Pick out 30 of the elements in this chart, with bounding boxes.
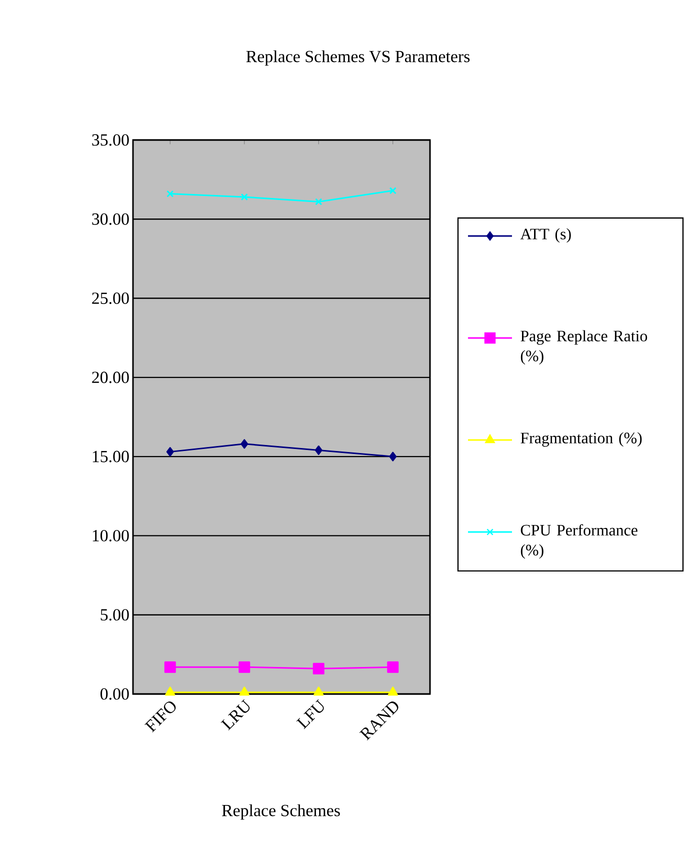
point	[238, 661, 250, 673]
point	[314, 686, 324, 696]
point	[389, 187, 396, 194]
point	[240, 193, 248, 201]
chart-title: Replace Schemes VS Parameters	[246, 50, 470, 66]
legend-label: CPU Performance (%)	[520, 524, 638, 559]
y-tick-label: 25.00	[92, 292, 129, 304]
legend-label: Page Replace Ratio (%)	[520, 330, 648, 365]
y-tick-label: 30.00	[92, 213, 129, 225]
y-tick-label: 10.00	[92, 530, 129, 542]
point	[312, 662, 324, 674]
x-axis-title: Replace Schemes	[222, 804, 340, 820]
y-tick-label: 0.00	[100, 688, 129, 700]
point	[166, 190, 174, 198]
point	[388, 686, 398, 696]
point	[315, 198, 322, 206]
point	[240, 439, 248, 449]
point	[166, 447, 174, 457]
point	[239, 686, 250, 696]
point	[387, 661, 399, 673]
point	[314, 445, 322, 455]
legend-label: Fragmentation (%)	[520, 432, 642, 447]
point	[165, 686, 176, 696]
point	[164, 661, 176, 673]
y-tick-label: 35.00	[92, 134, 129, 146]
y-tick-label: 5.00	[100, 609, 129, 621]
point	[389, 452, 397, 462]
y-tick-label: 15.00	[92, 450, 129, 462]
legend-label: ATT (s)	[520, 228, 571, 243]
y-tick-label: 20.00	[92, 372, 129, 384]
